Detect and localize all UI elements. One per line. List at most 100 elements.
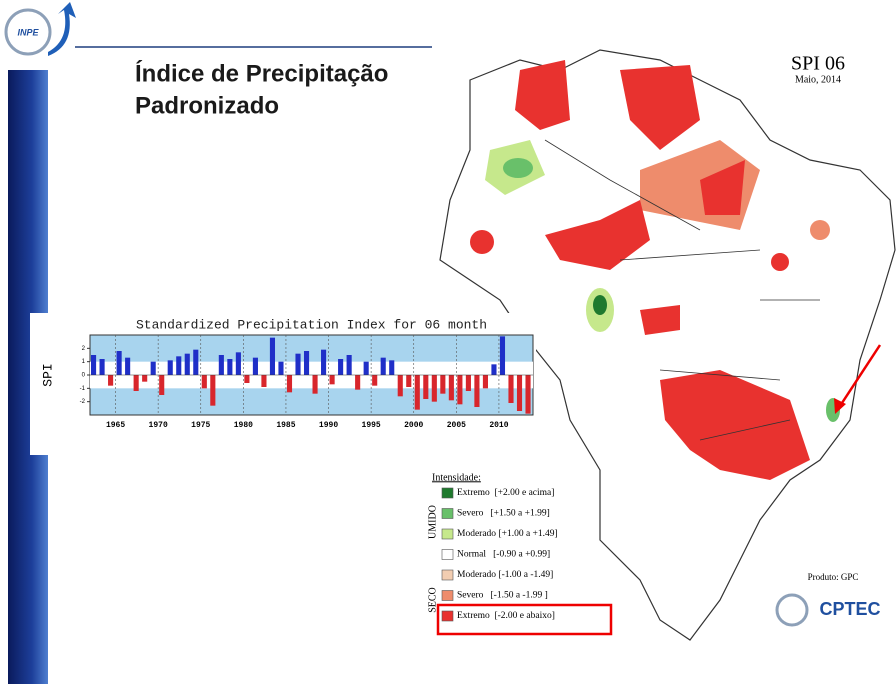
bar	[414, 375, 420, 410]
drought-area	[660, 370, 810, 480]
logo-text: INPE	[17, 27, 39, 37]
bar	[167, 360, 173, 375]
bar	[372, 375, 378, 386]
y-tick-label: -2	[80, 399, 86, 405]
logo-arrow	[48, 2, 76, 56]
bar	[380, 357, 386, 375]
drought-area	[810, 220, 830, 240]
x-tick-label: 1985	[276, 421, 295, 430]
bar	[142, 375, 148, 382]
chart-title: Standardized Precipitation Index for 06 …	[136, 317, 487, 332]
x-tick-label: 1980	[234, 421, 253, 430]
x-tick-label: 2010	[489, 421, 508, 430]
bar	[363, 361, 369, 375]
bar	[184, 353, 190, 375]
x-tick-label: 1965	[106, 421, 125, 430]
drought-area	[545, 200, 650, 270]
bar	[491, 364, 497, 375]
bar	[329, 375, 335, 385]
legend-title: Intensidade:	[432, 472, 481, 483]
bar	[516, 375, 523, 411]
spi-chart: Standardized Precipitation Index for 06 …	[40, 317, 534, 430]
state-border	[544, 139, 820, 441]
bar	[508, 375, 514, 403]
bar	[440, 375, 446, 394]
legend-swatch	[441, 569, 454, 581]
bar	[448, 375, 454, 401]
bar	[406, 375, 412, 387]
x-tick-label: 1975	[191, 421, 210, 430]
bar	[227, 359, 233, 375]
x-tick-label: 1995	[362, 421, 381, 430]
drought-area	[470, 230, 494, 254]
bar	[525, 375, 531, 414]
legend-label: Severo [-1.50 a -1.99 ]	[457, 591, 548, 601]
bar	[159, 375, 165, 395]
legend-label: Moderado [+1.00 a +1.49]	[457, 529, 558, 539]
x-tick-label: 1970	[149, 421, 168, 430]
logo-ring	[4, 8, 52, 56]
bar	[108, 375, 114, 386]
x-tick-label: 1990	[319, 421, 338, 430]
bar	[286, 375, 293, 393]
legend-group: UMIDO	[427, 505, 438, 539]
bar	[457, 375, 463, 405]
bar	[295, 353, 301, 375]
bar	[99, 359, 105, 375]
bar	[193, 349, 199, 375]
y-axis-label: SPI	[40, 363, 55, 386]
legend-label: Normal [-0.90 a +0.99]	[457, 550, 550, 560]
legend-label: Extremo [+2.00 e acima]	[457, 488, 554, 498]
bar	[269, 337, 276, 375]
bar	[235, 352, 241, 375]
drought-area	[640, 305, 680, 335]
wet-area	[503, 158, 533, 178]
y-tick-label: 1	[82, 359, 86, 365]
legend: Intensidade: UMIDO SECO Extremo [+2.00 e ac…	[427, 472, 613, 636]
footer-logo-ring	[775, 593, 809, 627]
drought-area	[515, 60, 570, 130]
pointer-arrow	[838, 344, 882, 407]
highlight-box	[436, 603, 613, 636]
bar	[218, 355, 224, 375]
bar	[499, 336, 506, 375]
bar	[244, 375, 250, 383]
map-title: SPI 06	[791, 53, 845, 75]
legend-swatch	[441, 528, 454, 540]
bar	[150, 361, 156, 375]
bar	[125, 357, 131, 375]
bar	[133, 375, 139, 391]
bar	[252, 357, 258, 375]
title-line: Índice de Precipitação	[135, 59, 388, 87]
drought-area	[620, 65, 700, 150]
bar	[465, 375, 471, 391]
bar	[116, 351, 122, 375]
legend-swatch	[441, 487, 454, 499]
x-tick-label: 2000	[404, 421, 423, 430]
product-credit: Produto: GPC	[808, 572, 859, 582]
legend-label: Extremo [-2.00 e abaixo]	[457, 611, 555, 621]
bar	[201, 375, 207, 389]
legend-swatch	[441, 610, 454, 622]
bar	[210, 375, 216, 406]
bar	[261, 375, 267, 387]
y-tick-label: 0	[82, 373, 86, 379]
bar	[389, 360, 395, 375]
map-date: Maio, 2014	[795, 74, 841, 85]
legend-swatch	[441, 590, 454, 601]
map	[439, 49, 896, 641]
bar	[278, 361, 284, 375]
bar	[397, 375, 403, 397]
legend-swatch	[441, 549, 454, 560]
bar	[423, 375, 429, 399]
bar	[346, 355, 352, 375]
legend-label: Severo [+1.50 a +1.99]	[457, 509, 550, 519]
bar	[482, 375, 488, 389]
title-line: Padronizado	[135, 92, 279, 119]
footer-logo: CPTEC	[819, 599, 880, 619]
y-tick-label: 2	[82, 346, 86, 352]
bar	[474, 375, 480, 407]
bar	[338, 359, 344, 375]
